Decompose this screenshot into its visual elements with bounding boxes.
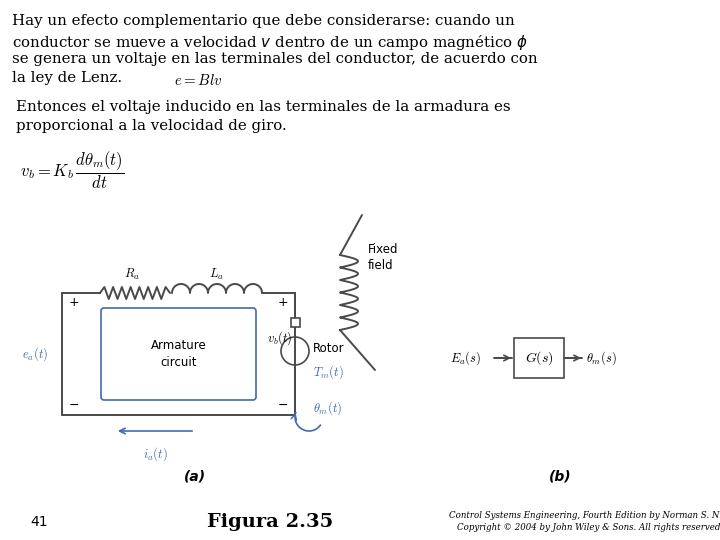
Text: 41: 41 [30,515,48,529]
Text: $\theta_m(t)$: $\theta_m(t)$ [313,399,342,417]
Text: la ley de Lenz.: la ley de Lenz. [12,71,122,85]
Text: $G(s)$: $G(s)$ [525,349,554,367]
Text: Copyright © 2004 by John Wiley & Sons. All rights reserved.: Copyright © 2004 by John Wiley & Sons. A… [457,523,720,531]
Text: (b): (b) [549,470,571,484]
Text: $R_a$: $R_a$ [124,267,140,282]
Text: $T_m(t)$: $T_m(t)$ [313,363,343,381]
Text: −: − [278,399,288,411]
Text: Rotor: Rotor [313,342,345,355]
Text: −: − [68,399,79,411]
Text: $\theta_m(s)$: $\theta_m(s)$ [586,349,616,367]
Text: $i_a(t)$: $i_a(t)$ [143,445,167,463]
Text: $v_b(t)$: $v_b(t)$ [267,329,293,347]
Text: +: + [68,296,79,309]
Text: Hay un efecto complementario que debe considerarse: cuando un: Hay un efecto complementario que debe co… [12,14,515,28]
Text: $e = Blv$: $e = Blv$ [174,73,222,88]
Text: (a): (a) [184,470,206,484]
Text: Control Systems Engineering, Fourth Edition by Norman S. Nise: Control Systems Engineering, Fourth Edit… [449,511,720,521]
Bar [514,338,564,378]
Text: $v_b = K_b\,\dfrac{d\theta_m(t)}{dt}$: $v_b = K_b\,\dfrac{d\theta_m(t)}{dt}$ [20,150,125,191]
Bar [291,318,300,327]
Text: +: + [278,296,288,309]
Text: $E_a(s)$: $E_a(s)$ [450,349,481,367]
Text: Entonces el voltaje inducido en las terminales de la armadura es: Entonces el voltaje inducido en las term… [16,100,510,114]
Text: se genera un voltaje en las terminales del conductor, de acuerdo con: se genera un voltaje en las terminales d… [12,52,538,66]
Text: conductor se mueve a velocidad $v$ dentro de un campo magnético $\phi$: conductor se mueve a velocidad $v$ dentr… [12,33,528,52]
Text: proporcional a la velocidad de giro.: proporcional a la velocidad de giro. [16,119,287,133]
Text: $e_a(t)$: $e_a(t)$ [22,345,48,363]
Text: Figura 2.35: Figura 2.35 [207,513,333,531]
Text: Fixed
field: Fixed field [368,243,398,272]
Text: $L_a$: $L_a$ [209,267,223,282]
Text: Armature
circuit: Armature circuit [150,339,207,369]
